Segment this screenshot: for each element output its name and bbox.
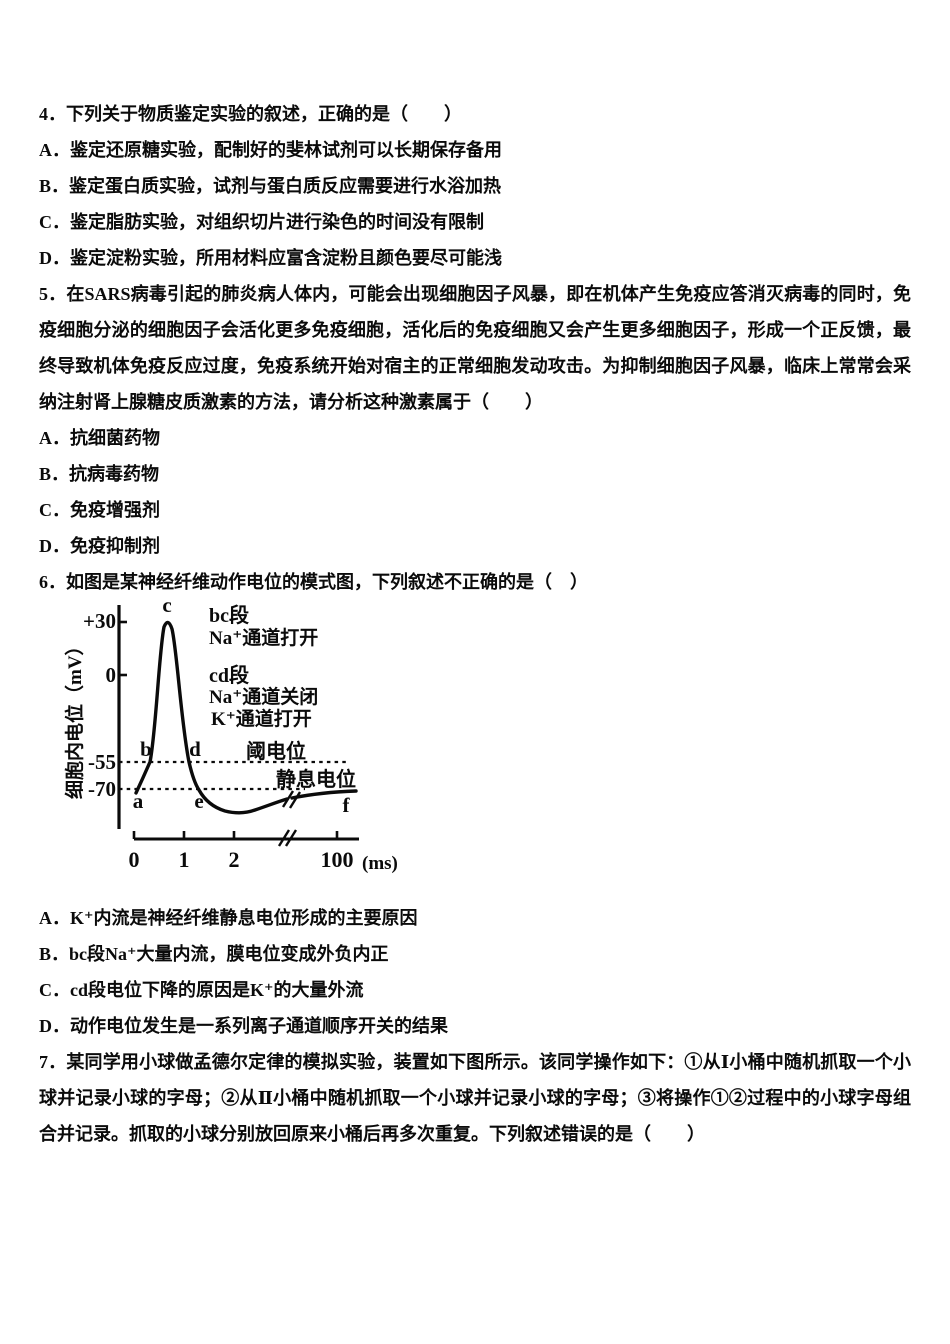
q5-option-b-label: B． (39, 464, 70, 484)
q4-option-d-text: 鉴定淀粉实验，所用材料应富含淀粉且颜色要尽可能浅 (70, 248, 502, 268)
annotation-cd-title: cd段 (209, 663, 249, 687)
action-potential-chart: 细胞内电位（mV） +30 0 -55 -70 0 1 2 100 (ms) a… (63, 593, 398, 874)
q5-option-c: C．免疫增强剂 (39, 492, 911, 528)
q5-stem: 5．在SARS病毒引起的肺炎病人体内，可能会出现细胞因子风暴，即在机体产生免疫应… (39, 276, 911, 420)
annotation-threshold: 阈电位 (246, 739, 306, 763)
y-tick-label-plus30: +30 (83, 609, 116, 633)
question-7-block: 7．某同学用小球做孟德尔定律的模拟实验，装置如下图所示。该同学操作如下：①从Ⅰ小… (39, 1044, 911, 1152)
annotation-cd-text1: Na⁺通道关闭 (209, 685, 318, 708)
q5-option-c-text: 免疫增强剂 (70, 500, 160, 520)
x-axis-break-mark (277, 829, 298, 847)
x-tick-label-100: 100 (321, 847, 354, 872)
q6-option-c: C．cd段电位下降的原因是K⁺的大量外流 (39, 972, 911, 1008)
q4-stem-text: 下列关于物质鉴定实验的叙述，正确的是（ ） (66, 104, 462, 124)
point-label-f: f (343, 793, 351, 817)
y-tick-label-minus70: -70 (88, 777, 116, 801)
q5-option-d: D．免疫抑制剂 (39, 528, 911, 564)
q4-option-b-label: B． (39, 176, 70, 196)
q7-stem: 7．某同学用小球做孟德尔定律的模拟实验，装置如下图所示。该同学操作如下：①从Ⅰ小… (39, 1044, 911, 1152)
q6-option-b-label: B． (39, 944, 70, 964)
q4-option-c-text: 鉴定脂肪实验，对组织切片进行染色的时间没有限制 (70, 212, 484, 232)
x-axis-unit-label: (ms) (362, 853, 398, 874)
x-tick-label-0: 0 (129, 847, 140, 872)
q5-option-a-text: 抗细菌药物 (70, 428, 160, 448)
q4-option-c-label: C． (39, 212, 70, 232)
q6-option-a-label: A． (39, 908, 70, 928)
q6-option-c-text: cd段电位下降的原因是K⁺的大量外流 (70, 980, 364, 1000)
point-label-b: b (140, 737, 152, 761)
q5-option-b: B．抗病毒药物 (39, 456, 911, 492)
annotation-cd-text2: K⁺通道打开 (211, 707, 312, 730)
question-6-block: 6．如图是某神经纤维动作电位的模式图，下列叙述不正确的是（ ） (39, 564, 911, 1044)
question-4-block: 4．下列关于物质鉴定实验的叙述，正确的是（ ） A．鉴定还原糖实验，配制好的斐林… (39, 96, 911, 276)
q6-option-b: B．bc段Na⁺大量内流，膜电位变成外负内正 (39, 936, 911, 972)
q7-number: 7． (39, 1052, 67, 1072)
q6-number: 6． (39, 572, 66, 592)
point-label-d: d (189, 737, 201, 761)
question-5-block: 5．在SARS病毒引起的肺炎病人体内，可能会出现细胞因子风暴，即在机体产生免疫应… (39, 276, 911, 564)
q6-option-d: D．动作电位发生是一系列离子通道顺序开关的结果 (39, 1008, 911, 1044)
y-tick-label-minus55: -55 (88, 750, 116, 774)
q6-stem-text: 如图是某神经纤维动作电位的模式图，下列叙述不正确的是（ ） (66, 572, 588, 592)
q6-option-d-text: 动作电位发生是一系列离子通道顺序开关的结果 (70, 1016, 448, 1036)
q6-option-d-label: D． (39, 1016, 70, 1036)
q5-number: 5． (39, 284, 67, 304)
x-tick-label-1: 1 (179, 847, 190, 872)
q5-option-a: A．抗细菌药物 (39, 420, 911, 456)
q4-stem: 4．下列关于物质鉴定实验的叙述，正确的是（ ） (39, 96, 911, 132)
q4-option-b-text: 鉴定蛋白质实验，试剂与蛋白质反应需要进行水浴加热 (69, 176, 502, 196)
q4-option-b: B．鉴定蛋白质实验，试剂与蛋白质反应需要进行水浴加热 (39, 168, 911, 204)
q5-option-a-label: A． (39, 428, 70, 448)
q5-option-d-label: D． (39, 536, 70, 556)
q5-stem-text: 在SARS病毒引起的肺炎病人体内，可能会出现细胞因子风暴，即在机体产生免疫应答消… (39, 284, 912, 412)
action-potential-curve (134, 620, 289, 815)
x-axis-ticks (132, 831, 339, 839)
curve-break-mark (281, 790, 302, 809)
q6-option-a: A．K⁺内流是神经纤维静息电位形成的主要原因 (39, 900, 911, 936)
annotation-resting: 静息电位 (276, 767, 356, 791)
point-label-e: e (194, 789, 203, 813)
y-axis-title: 细胞内电位（mV） (63, 636, 86, 799)
point-label-c: c (162, 593, 171, 617)
y-tick-label-zero: 0 (106, 663, 117, 687)
q6-option-c-label: C． (39, 980, 70, 1000)
q4-option-a: A．鉴定还原糖实验，配制好的斐林试剂可以长期保存备用 (39, 132, 911, 168)
q4-option-c: C．鉴定脂肪实验，对组织切片进行染色的时间没有限制 (39, 204, 911, 240)
q5-option-d-text: 免疫抑制剂 (70, 536, 160, 556)
x-tick-label-2: 2 (229, 847, 240, 872)
exam-page: 4．下列关于物质鉴定实验的叙述，正确的是（ ） A．鉴定还原糖实验，配制好的斐林… (39, 96, 911, 1152)
q4-option-d-label: D． (39, 248, 70, 268)
q4-option-d: D．鉴定淀粉实验，所用材料应富含淀粉且颜色要尽可能浅 (39, 240, 911, 276)
action-potential-figure: 细胞内电位（mV） +30 0 -55 -70 0 1 2 100 (ms) a… (59, 592, 911, 900)
q6-option-b-text: bc段Na⁺大量内流，膜电位变成外负内正 (69, 944, 389, 964)
q5-option-c-label: C． (39, 500, 70, 520)
annotation-bc-title: bc段 (209, 603, 249, 627)
q4-option-a-label: A． (39, 140, 70, 160)
q6-stem: 6．如图是某神经纤维动作电位的模式图，下列叙述不正确的是（ ） (39, 564, 911, 600)
q4-number: 4． (39, 104, 66, 124)
q6-option-a-text: K⁺内流是神经纤维静息电位形成的主要原因 (70, 908, 418, 928)
annotation-bc-text: Na⁺通道打开 (209, 626, 318, 649)
q4-option-a-text: 鉴定还原糖实验，配制好的斐林试剂可以长期保存备用 (70, 140, 502, 160)
point-label-a: a (133, 789, 144, 813)
q5-option-b-text: 抗病毒药物 (69, 464, 160, 484)
q7-stem-text: 某同学用小球做孟德尔定律的模拟实验，装置如下图所示。该同学操作如下：①从Ⅰ小桶中… (39, 1052, 911, 1144)
